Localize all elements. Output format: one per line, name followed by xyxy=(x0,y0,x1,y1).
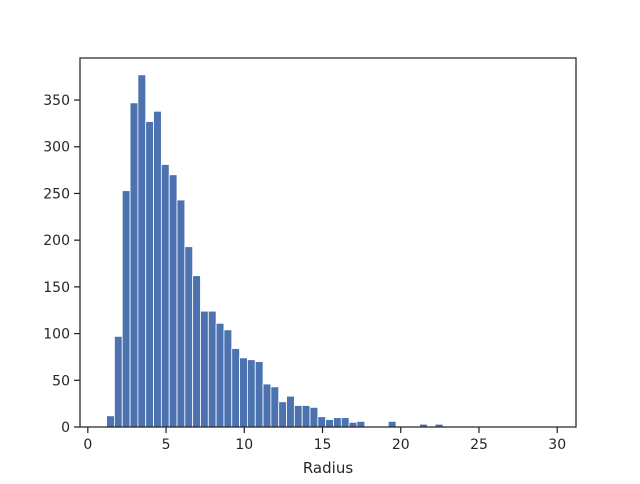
y-tick-label: 150 xyxy=(43,280,70,296)
y-tick-label: 350 xyxy=(43,93,70,109)
y-axis-ticks: 0 50 100 150 200 250 300 350 xyxy=(43,93,80,436)
histogram-bar xyxy=(176,199,186,428)
histogram-bar xyxy=(129,102,139,428)
histogram-bar xyxy=(184,246,194,428)
histogram-bar xyxy=(137,74,147,428)
histogram-bar xyxy=(145,121,154,428)
x-tick-label: 15 xyxy=(314,437,332,453)
histogram-bar xyxy=(192,275,201,428)
histogram-bar xyxy=(309,406,319,428)
histogram-bar xyxy=(317,416,327,428)
bars-group xyxy=(106,74,444,428)
x-tick-label: 20 xyxy=(392,437,410,453)
histogram-bar xyxy=(254,361,264,428)
y-tick-label: 300 xyxy=(43,140,70,156)
y-tick-label: 200 xyxy=(43,233,70,249)
histogram-bar xyxy=(333,417,342,428)
histogram-bar xyxy=(270,386,280,428)
histogram-bar xyxy=(231,348,240,428)
histogram-bar xyxy=(168,174,178,428)
histogram-bar xyxy=(215,322,225,428)
plot-frame xyxy=(79,57,577,428)
x-tick-label: 5 xyxy=(162,437,171,453)
x-tick-label: 0 xyxy=(83,437,92,453)
histogram-bar xyxy=(293,405,303,428)
histogram-bar xyxy=(387,420,397,428)
y-tick-label: 50 xyxy=(52,373,70,389)
x-tick-label: 30 xyxy=(548,437,566,453)
y-tick-label: 100 xyxy=(43,327,70,343)
histogram-bar xyxy=(325,419,334,428)
histogram-bar xyxy=(153,110,162,428)
histogram-bar xyxy=(356,420,366,428)
histogram-bar xyxy=(223,329,233,428)
x-tick-label: 25 xyxy=(470,437,488,453)
histogram-bar xyxy=(262,383,272,428)
histogram-bar xyxy=(278,401,287,428)
histogram-bar xyxy=(160,164,170,428)
histogram-bar xyxy=(286,395,295,428)
histogram-bar xyxy=(121,190,131,428)
histogram-bar xyxy=(106,415,115,428)
histogram-bar xyxy=(200,310,209,428)
x-axis-ticks: 0 5 10 15 20 25 30 xyxy=(83,427,566,453)
y-tick-label: 250 xyxy=(43,186,70,202)
x-axis-label: Radius xyxy=(303,459,353,477)
x-tick-label: 10 xyxy=(235,437,253,453)
histogram-bar xyxy=(340,417,350,428)
histogram-bar xyxy=(207,310,217,428)
y-tick-label: 0 xyxy=(61,420,70,436)
histogram-bar xyxy=(114,335,123,428)
histogram-bar xyxy=(239,357,248,428)
histogram-bar xyxy=(301,405,311,428)
histogram-bar xyxy=(247,359,256,428)
histogram-bar xyxy=(348,421,358,428)
